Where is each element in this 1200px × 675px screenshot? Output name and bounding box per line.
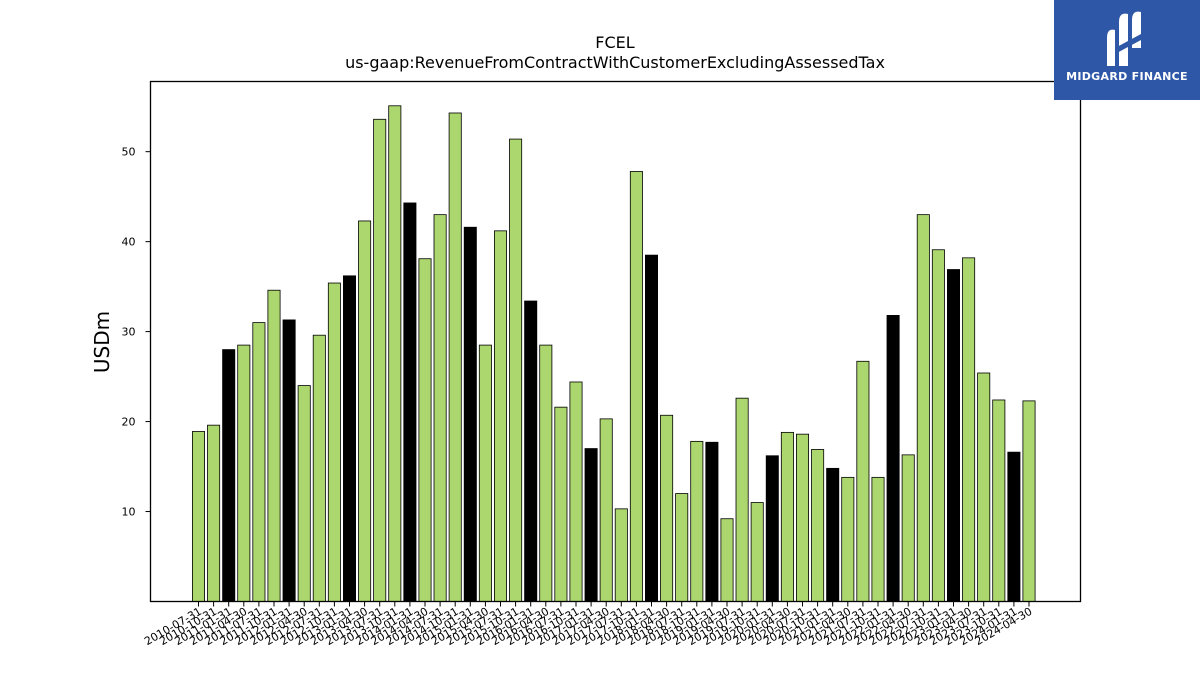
bar-2016-10-31 [569, 381, 583, 602]
bar-2013-01-31 [342, 275, 356, 602]
bar-2017-10-31 [629, 171, 643, 602]
bar-2018-10-31 [690, 440, 704, 602]
bar-2024-04-30 [1022, 400, 1036, 602]
bar-2011-01-31 [222, 349, 236, 602]
bar-2020-07-31 [796, 433, 810, 602]
bar-2020-10-31 [811, 449, 825, 602]
chart-subtitle: us-gaap:RevenueFromContractWithCustomerE… [345, 53, 885, 72]
bar-2022-07-31 [916, 214, 930, 602]
bar-2012-07-31 [312, 334, 326, 602]
bar-2015-04-30 [478, 344, 492, 602]
x-ticks-group: 2010-07-312010-10-312011-01-312011-04-30… [142, 601, 1035, 648]
bar-2023-07-31 [977, 372, 991, 602]
bar-2011-07-31 [252, 322, 266, 602]
bar-2010-10-31 [207, 424, 221, 602]
bar-2011-04-30 [237, 344, 251, 602]
bar-2018-01-31 [645, 254, 659, 602]
midgard-logo-icon [1107, 11, 1141, 66]
y-tick-label: 40 [122, 236, 136, 249]
bar-2017-04-30 [599, 418, 613, 602]
bar-2022-10-31 [931, 249, 945, 602]
bar-2011-10-31 [267, 289, 281, 602]
bar-2018-04-30 [660, 414, 674, 602]
midgard-finance-logo: MIDGARD FINANCE [1054, 0, 1200, 100]
bar-2017-01-31 [584, 448, 598, 602]
bar-2020-01-31 [765, 455, 779, 602]
bar-2010-07-31 [191, 431, 205, 602]
bar-2012-04-30 [297, 385, 311, 602]
bar-2018-07-31 [675, 493, 689, 602]
bar-2013-10-31 [388, 105, 402, 602]
bar-2013-07-31 [373, 118, 387, 602]
y-tick-label: 10 [122, 506, 136, 519]
bar-2014-10-31 [448, 112, 462, 602]
bar-2012-10-31 [327, 282, 341, 602]
bar-2021-07-31 [856, 360, 870, 602]
bar-2022-04-30 [901, 454, 915, 602]
bar-2016-01-31 [524, 300, 538, 602]
bar-2015-01-31 [463, 226, 477, 602]
bar-2019-10-31 [750, 502, 764, 602]
bar-2024-01-31 [1007, 451, 1021, 602]
bar-2016-04-30 [539, 344, 553, 602]
bar-2015-07-31 [493, 230, 507, 602]
bar-2013-04-30 [358, 220, 372, 602]
chart-title: FCEL [595, 33, 634, 52]
bar-2023-10-31 [992, 399, 1006, 602]
bar-2015-10-31 [509, 138, 523, 602]
bar-2019-01-31 [705, 441, 719, 602]
y-tick-label: 20 [122, 416, 136, 429]
bar-2023-01-31 [947, 269, 961, 602]
bar-2021-10-31 [871, 476, 885, 602]
bar-2016-07-31 [554, 406, 568, 602]
bar-2012-01-31 [282, 319, 296, 602]
bar-2019-04-30 [720, 518, 734, 602]
y-ticks-group: 10 20 30 40 50 [122, 146, 151, 519]
bar-2022-01-31 [886, 315, 900, 602]
bars-group [191, 105, 1036, 602]
bar-2021-01-31 [826, 467, 840, 602]
bar-2014-04-30 [418, 258, 432, 602]
bar-2014-07-31 [433, 214, 447, 602]
y-tick-label: 30 [122, 326, 136, 339]
y-axis-label: USDm [90, 311, 114, 373]
logo-text: MIDGARD FINANCE [1066, 70, 1188, 83]
bar-2019-07-31 [735, 397, 749, 602]
bar-2021-04-30 [841, 476, 855, 602]
plot-frame [149, 80, 1082, 603]
bar-2014-01-31 [403, 202, 417, 602]
y-tick-label: 50 [122, 146, 136, 159]
bar-2020-04-30 [780, 431, 794, 602]
bar-2017-07-31 [614, 508, 628, 602]
bar-2023-04-30 [962, 257, 976, 602]
